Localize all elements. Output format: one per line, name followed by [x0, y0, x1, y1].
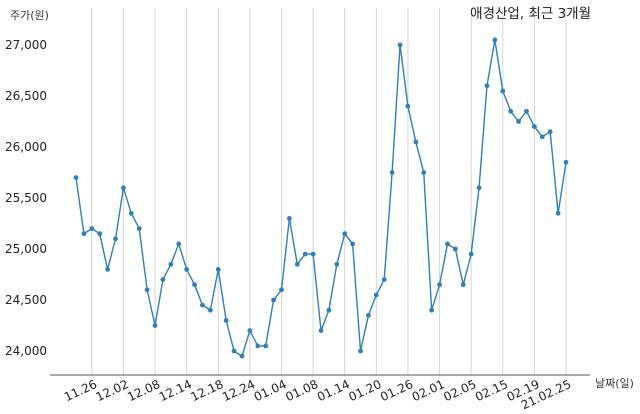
data-point: [484, 83, 490, 89]
x-tick-labels: 11.2612.0212.0812.1412.1812.2401.0401.08…: [62, 377, 573, 412]
data-point: [437, 282, 442, 288]
data-point: [113, 236, 118, 242]
data-point: [334, 261, 340, 267]
data-point: [152, 323, 158, 328]
data-point: [168, 261, 174, 267]
data-point: [350, 241, 356, 247]
data-point: [421, 170, 427, 175]
data-point: [405, 103, 411, 109]
data-point: [105, 267, 111, 272]
data-point: [89, 226, 95, 232]
data-point: [531, 124, 537, 129]
data-point: [524, 108, 529, 114]
chart-title: 애경산업, 최근 3개월: [470, 6, 591, 22]
data-point: [73, 175, 79, 181]
data-point: [121, 185, 126, 191]
series-line: [75, 39, 567, 358]
data-point: [176, 241, 182, 247]
data-point: [381, 277, 387, 282]
data-point: [200, 302, 205, 308]
data-point: [500, 88, 506, 94]
x-axis-label: 날짜(일): [595, 376, 634, 390]
data-point: [255, 343, 261, 349]
data-point: [373, 292, 379, 298]
y-tick-label: 25,500: [5, 191, 47, 205]
data-point: [97, 231, 103, 237]
data-point: [555, 210, 561, 216]
y-axis-label: 주가(원): [10, 9, 49, 22]
data-point: [286, 216, 292, 221]
data-point: [445, 241, 450, 247]
y-tick-label: 24,500: [5, 293, 47, 307]
data-point: [247, 328, 253, 333]
data-point: [516, 119, 521, 124]
data-point: [207, 307, 213, 313]
data-point: [460, 282, 466, 288]
grid-lines: [91, 8, 567, 375]
data-point: [326, 307, 332, 313]
data-point: [468, 251, 474, 257]
data-point: [271, 297, 276, 303]
data-point: [476, 185, 482, 191]
data-point: [492, 37, 498, 43]
data-point: [294, 261, 300, 267]
data-points: [73, 37, 569, 359]
data-point: [342, 231, 348, 237]
data-point: [231, 348, 237, 354]
data-point: [239, 353, 245, 359]
y-tick-label: 24,000: [5, 344, 47, 358]
data-point: [318, 328, 324, 333]
y-tick-label: 27,000: [5, 38, 47, 52]
data-point: [136, 226, 142, 232]
data-point: [184, 267, 190, 272]
data-point: [310, 251, 316, 257]
data-point: [358, 348, 363, 354]
data-point: [366, 312, 371, 318]
data-point: [389, 170, 395, 175]
data-point: [263, 343, 269, 349]
y-tick-label: 26,000: [5, 140, 47, 154]
data-point: [144, 287, 150, 293]
data-point: [128, 210, 134, 216]
data-point: [215, 267, 221, 272]
y-tick-label: 26,500: [5, 89, 47, 103]
y-tick-label: 25,000: [5, 242, 47, 256]
data-point: [81, 231, 87, 237]
data-point: [302, 251, 308, 257]
data-point: [192, 282, 197, 288]
data-point: [547, 129, 553, 135]
data-point: [279, 287, 284, 293]
data-point: [223, 318, 229, 323]
data-point: [563, 159, 569, 165]
data-point: [160, 277, 166, 282]
data-point: [539, 134, 545, 140]
data-point: [452, 246, 458, 252]
y-tick-labels: 24,000 24,500 25,000 25,500 26,000 26,500 27,0…: [5, 38, 47, 358]
data-point: [397, 42, 403, 48]
data-point: [413, 139, 419, 145]
data-point: [508, 108, 514, 114]
data-point: [429, 307, 435, 313]
